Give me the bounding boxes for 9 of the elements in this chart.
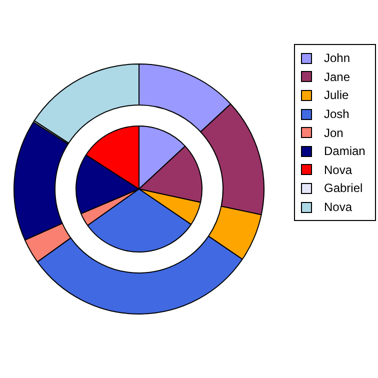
legend-label: Gabriel xyxy=(324,181,363,196)
legend-label: Josh xyxy=(324,107,350,122)
legend-label: Julie xyxy=(324,88,349,102)
legend-label: Nova xyxy=(324,162,352,177)
legend-label: Damian xyxy=(324,144,366,158)
legend-label: John xyxy=(324,51,350,66)
legend-label: Jane xyxy=(324,70,350,84)
legend-label: Jon xyxy=(324,126,344,140)
legend-label: Nova xyxy=(324,200,352,214)
